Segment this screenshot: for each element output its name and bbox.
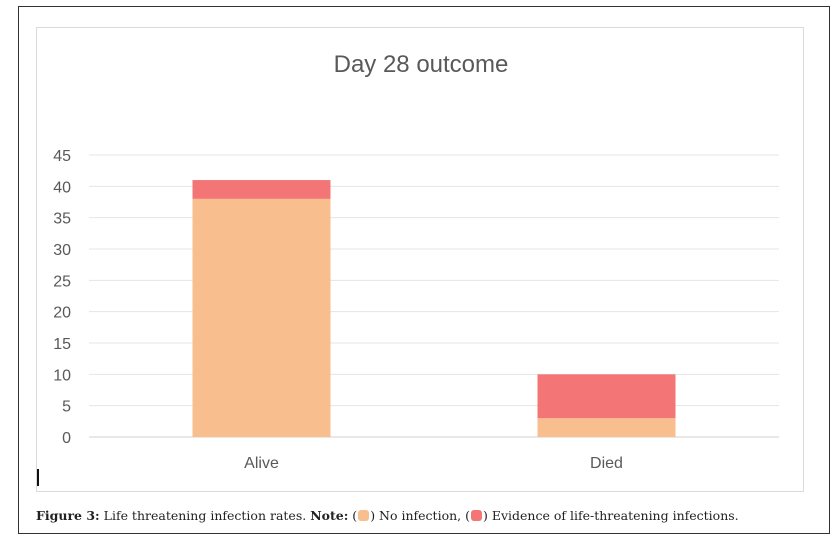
x-axis: Alive Died (244, 455, 623, 472)
y-tick-label: 45 (53, 148, 71, 165)
y-tick-label: 35 (53, 211, 71, 228)
caption-item1-suffix: ) No infection, ( (370, 508, 470, 523)
bar-died-segment-2 (537, 374, 676, 419)
y-tick-label: 0 (62, 430, 71, 447)
life-threatening-swatch (470, 510, 482, 521)
y-tick-label: 5 (62, 399, 71, 416)
no-infection-swatch (358, 510, 370, 521)
y-tick-label: 25 (53, 273, 71, 290)
bar-died-segment-1 (537, 418, 676, 437)
caption-item1-prefix: ( (352, 508, 358, 523)
bar-alive-segment-2 (192, 180, 331, 199)
y-tick-label: 20 (53, 305, 71, 322)
y-tick-label: 40 (53, 179, 71, 196)
caption-note-label: Note: (310, 508, 349, 523)
caption-item2-suffix: ) Evidence of life-threatening infection… (482, 508, 739, 523)
y-tick-label: 30 (53, 242, 71, 259)
bars (192, 180, 676, 437)
caption-text: Life threatening infection rates. (103, 508, 307, 523)
y-axis: 0 5 10 15 20 25 30 35 40 45 (53, 148, 71, 447)
y-tick-label: 15 (53, 336, 71, 353)
y-tick-label: 10 (53, 367, 71, 384)
x-tick-label: Died (590, 455, 623, 472)
chart-area: 0 5 10 15 20 25 30 35 40 45 Alive Died Day 28 outc… (36, 27, 804, 492)
bar-chart: 0 5 10 15 20 25 30 35 40 45 Alive Died Day 28 outc… (53, 51, 779, 472)
figure-caption: Figure 3: Life threatening infection rat… (36, 508, 816, 523)
chart-title: Day 28 outcome (334, 51, 509, 78)
text-cursor (37, 469, 39, 486)
caption-label: Figure 3: (36, 508, 100, 523)
figure-frame (18, 6, 830, 534)
x-tick-label: Alive (244, 455, 279, 472)
bar-alive-segment-1 (192, 198, 331, 437)
